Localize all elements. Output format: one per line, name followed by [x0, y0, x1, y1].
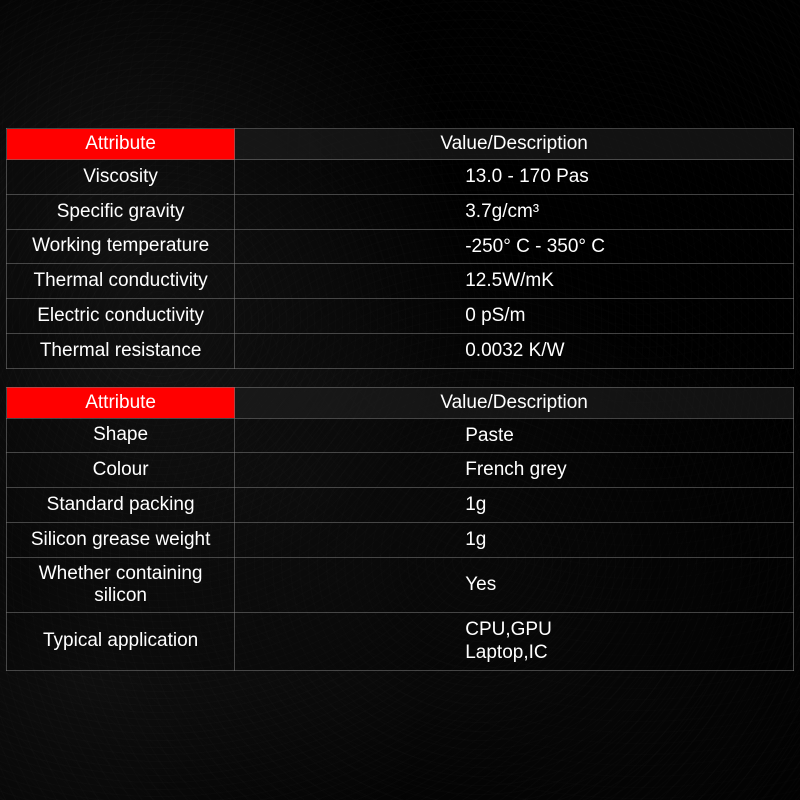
value-cell: 3.7g/cm³: [235, 194, 794, 229]
value-cell: 13.0 - 170 Pas: [235, 160, 794, 195]
attribute-cell: Standard packing: [7, 488, 235, 523]
table-row: Whether containing silicon Yes: [7, 557, 794, 612]
value-header: Value/Description: [235, 387, 794, 418]
attribute-cell: Thermal conductivity: [7, 264, 235, 299]
attribute-cell: Specific gravity: [7, 194, 235, 229]
value-cell: 0 pS/m: [235, 299, 794, 334]
table-row: Thermal conductivity 12.5W/mK: [7, 264, 794, 299]
table-row: Standard packing 1g: [7, 488, 794, 523]
value-cell: -250° C - 350° C: [235, 229, 794, 264]
value-cell: French grey: [235, 453, 794, 488]
table-row: Typical application CPU,GPU Laptop,IC: [7, 612, 794, 671]
value-cell: Paste: [235, 418, 794, 453]
spec-tables-container: Attribute Value/Description Viscosity 13…: [6, 128, 794, 671]
attribute-header: Attribute: [7, 129, 235, 160]
table-header-row: Attribute Value/Description: [7, 387, 794, 418]
attribute-cell: Colour: [7, 453, 235, 488]
table-row: Shape Paste: [7, 418, 794, 453]
table-row: Silicon grease weight 1g: [7, 522, 794, 557]
spec-table-1: Attribute Value/Description Viscosity 13…: [6, 128, 794, 369]
attribute-cell: Electric conductivity: [7, 299, 235, 334]
attribute-cell: Whether containing silicon: [7, 557, 235, 612]
table-row: Colour French grey: [7, 453, 794, 488]
attribute-header: Attribute: [7, 387, 235, 418]
value-cell: 12.5W/mK: [235, 264, 794, 299]
table-row: Working temperature -250° C - 350° C: [7, 229, 794, 264]
value-cell: 1g: [235, 488, 794, 523]
attribute-cell: Working temperature: [7, 229, 235, 264]
table-row: Viscosity 13.0 - 170 Pas: [7, 160, 794, 195]
table-row: Specific gravity 3.7g/cm³: [7, 194, 794, 229]
table-row: Electric conductivity 0 pS/m: [7, 299, 794, 334]
attribute-cell: Viscosity: [7, 160, 235, 195]
value-header: Value/Description: [235, 129, 794, 160]
spec-table-2: Attribute Value/Description Shape Paste …: [6, 387, 794, 672]
value-cell: CPU,GPU Laptop,IC: [235, 612, 794, 671]
value-cell: 0.0032 K/W: [235, 333, 794, 368]
attribute-cell: Silicon grease weight: [7, 522, 235, 557]
attribute-cell: Typical application: [7, 612, 235, 671]
value-cell: 1g: [235, 522, 794, 557]
table-row: Thermal resistance 0.0032 K/W: [7, 333, 794, 368]
table-header-row: Attribute Value/Description: [7, 129, 794, 160]
attribute-cell: Thermal resistance: [7, 333, 235, 368]
attribute-cell: Shape: [7, 418, 235, 453]
value-cell: Yes: [235, 557, 794, 612]
